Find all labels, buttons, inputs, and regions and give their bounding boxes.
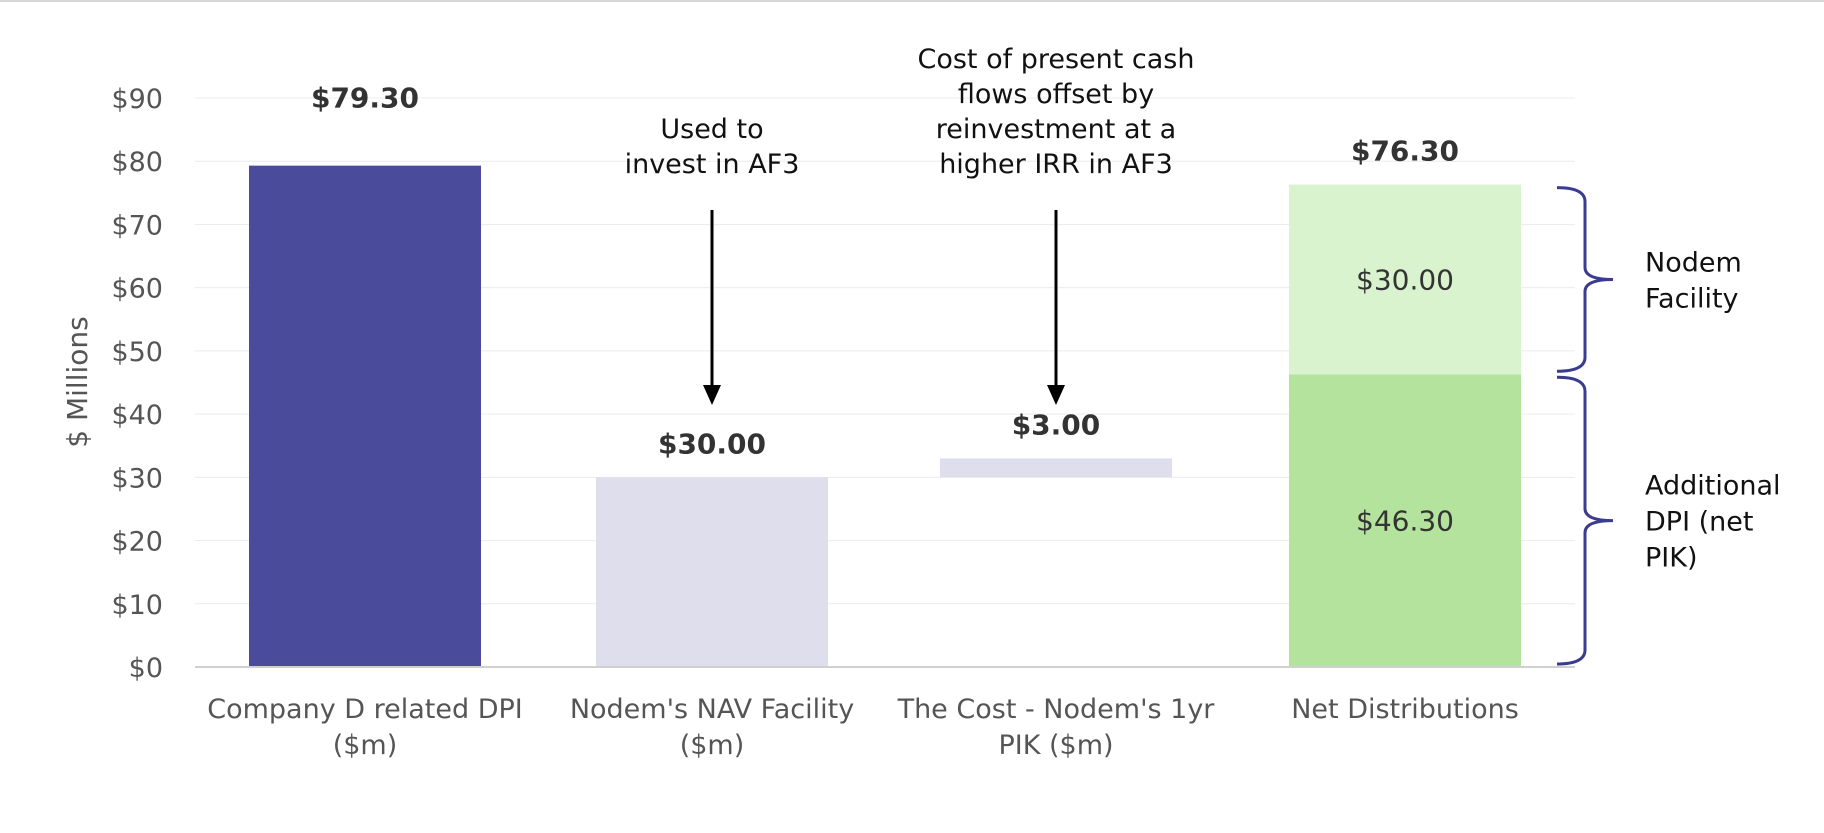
- x-category-label: PIK ($m): [998, 730, 1113, 761]
- y-tick-label: $50: [111, 337, 163, 368]
- annotations: Used to invest in AF3 Cost of present cash…: [625, 44, 1195, 405]
- bar-segment: [940, 458, 1172, 478]
- y-axis-ticks: $0 $10 $20 $30 $40 $50 $60 $70 $80 $90: [111, 84, 163, 684]
- y-tick-label: $60: [111, 274, 163, 305]
- x-category-label: ($m): [333, 730, 398, 761]
- bar-segment: [596, 477, 828, 667]
- y-tick-label: $80: [111, 147, 163, 178]
- brace-label: Facility: [1645, 283, 1739, 314]
- brace-label: PIK): [1645, 543, 1697, 574]
- y-tick-label: $10: [111, 590, 163, 621]
- y-tick-label: $0: [129, 653, 163, 684]
- bar-value-label: $30.00: [658, 427, 766, 460]
- segment-value-label: $46.30: [1356, 505, 1454, 538]
- bar-value-label: $3.00: [1012, 408, 1101, 441]
- x-category-label: ($m): [680, 730, 745, 761]
- bar-segment: [1289, 374, 1521, 667]
- annotation-arrowhead: [703, 385, 721, 405]
- x-category-label: Net Distributions: [1291, 694, 1519, 725]
- bar-value-label: $79.30: [311, 82, 419, 115]
- braces: Nodem Facility Additional DPI (net PIK): [1556, 186, 1781, 666]
- x-category-label: The Cost - Nodem's 1yr: [897, 694, 1216, 725]
- x-category-label: Company D related DPI: [207, 694, 523, 725]
- brace: [1556, 186, 1614, 373]
- y-axis-label: $ Millions: [61, 316, 94, 447]
- annotation-arrowhead: [1047, 385, 1065, 405]
- bar-segment: [1289, 184, 1521, 375]
- y-tick-label: $70: [111, 210, 163, 241]
- annotation-text: higher IRR in AF3: [939, 149, 1173, 180]
- annotation-text: reinvestment at a: [936, 114, 1176, 145]
- top-border: [0, 0, 1824, 2]
- segment-value-label: $30.00: [1356, 263, 1454, 296]
- y-tick-label: $20: [111, 527, 163, 558]
- brace: [1556, 375, 1614, 666]
- bar-segment: [249, 165, 481, 668]
- annotation-text: invest in AF3: [625, 149, 800, 180]
- bars: $79.30 $30.00 $3.00 $46.30 $30.00 $76.30: [249, 82, 1521, 668]
- y-tick-label: $30: [111, 463, 163, 494]
- annotation-text: Used to: [660, 114, 763, 145]
- brace-label: DPI (net: [1645, 507, 1753, 538]
- y-tick-label: $90: [111, 84, 163, 115]
- x-category-label: Nodem's NAV Facility: [570, 694, 854, 725]
- brace-label: Nodem: [1645, 247, 1742, 278]
- y-tick-label: $40: [111, 400, 163, 431]
- bar-value-label: $76.30: [1351, 135, 1459, 168]
- x-axis-categories: Company D related DPI ($m) Nodem's NAV Fac…: [207, 694, 1519, 761]
- annotation-text: flows offset by: [958, 79, 1154, 110]
- brace-label: Additional: [1645, 471, 1781, 502]
- annotation-text: Cost of present cash: [917, 44, 1194, 75]
